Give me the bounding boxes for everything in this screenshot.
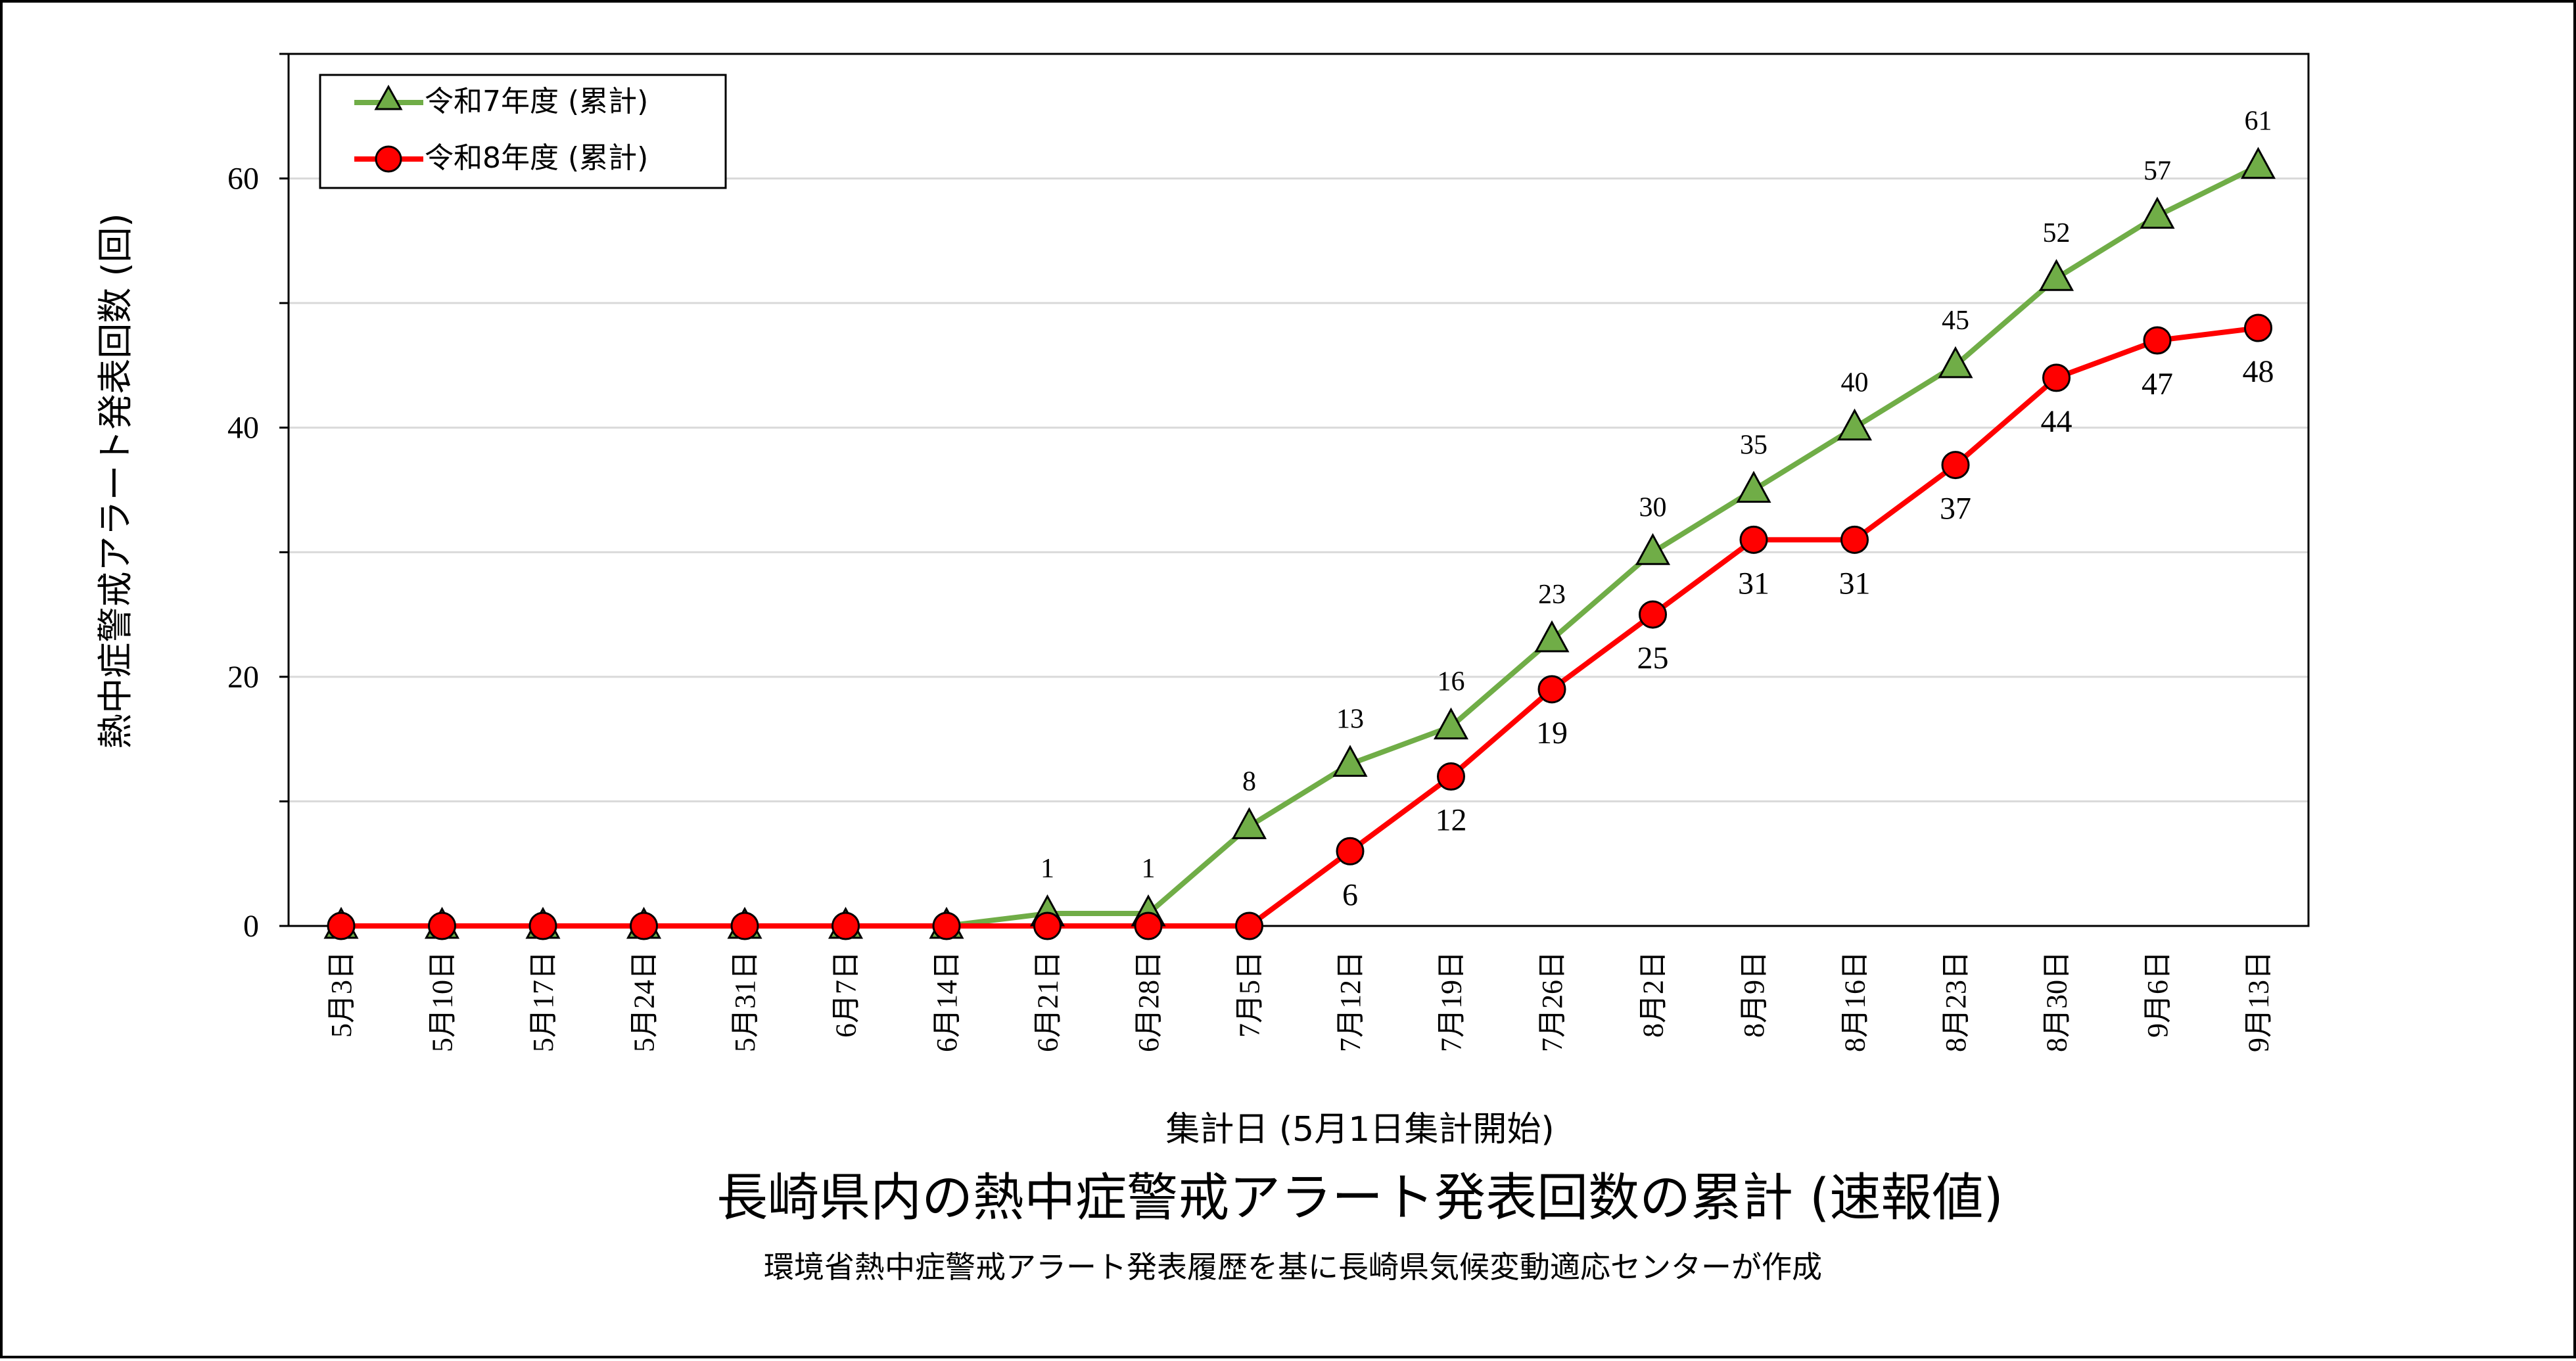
data-label-r8: 47	[2142, 367, 2173, 402]
x-tick-label: 8月2日	[1637, 951, 1670, 1038]
point-r8	[2042, 363, 2071, 392]
point-r7	[2038, 259, 2074, 291]
y-tick-label-40: 40	[227, 411, 259, 446]
y-tick-label-20: 20	[227, 660, 259, 695]
data-label-r7: 1	[1142, 854, 1156, 884]
point-r8	[327, 911, 356, 940]
data-label-r7: 40	[1841, 368, 1869, 398]
x-tick-label: 5月17日	[527, 951, 559, 1052]
point-r8	[1941, 451, 1970, 480]
point-r8	[428, 911, 456, 940]
series-line-r7	[341, 164, 2260, 929]
x-tick-label: 5月10日	[427, 951, 459, 1052]
x-tick-label: 8月23日	[1940, 951, 1972, 1052]
data-label-r7: 1	[1041, 854, 1054, 884]
point-r8	[1537, 675, 1566, 704]
x-tick-label: 5月3日	[325, 951, 358, 1038]
data-label-r8: 12	[1436, 803, 1467, 838]
point-r8	[2244, 313, 2272, 342]
data-label-r7: 8	[1242, 766, 1256, 796]
point-r8	[831, 911, 860, 940]
legend-label-r8: 令和8年度 (累計)	[425, 141, 648, 175]
data-label-r7: 45	[1942, 306, 1969, 336]
x-tick-label: 6月28日	[1133, 951, 1165, 1052]
legend: 令和7年度 (累計) 令和8年度 (累計)	[319, 74, 727, 189]
point-r7	[1635, 533, 1671, 565]
x-tick-label: 6月14日	[931, 951, 963, 1052]
point-r8	[1739, 525, 1768, 554]
point-r8	[528, 911, 557, 940]
point-r8	[1134, 911, 1163, 940]
y-tick-labels: 0 20 40 60	[227, 162, 259, 944]
point-r7	[1332, 745, 1368, 777]
data-label-r7: 30	[1639, 492, 1667, 522]
data-label-r8: 31	[1738, 566, 1769, 601]
data-label-r7: 52	[2043, 218, 2071, 248]
x-tick-labels: 5月3日 5月10日 5月17日 5月24日 5月31日 6月7日 6月14日 6月21日 6月…	[325, 951, 2275, 1052]
x-tick-label: 7月19日	[1436, 951, 1468, 1052]
chart-subtitle: 環境省熱中症警戒アラート発表履歴を基に長崎県気候変動適応センターが作成	[764, 1249, 1822, 1285]
data-label-r8: 6	[1342, 877, 1358, 912]
y-tick-label-60: 60	[227, 162, 259, 196]
x-tick-label: 8月30日	[2041, 951, 2073, 1052]
data-label-r8: 19	[1536, 716, 1568, 750]
y-tick-label-0: 0	[243, 909, 259, 944]
point-r8	[1033, 911, 1062, 940]
point-r8	[730, 911, 759, 940]
point-r8	[1437, 762, 1465, 791]
chart-svg: 0 20 40 60 5月3日 5月10日 5月17日 5月24日 5月31日 6月7日 6月14…	[95, 53, 2310, 1285]
data-label-r8: 37	[1940, 492, 1971, 526]
point-r8	[2143, 326, 2172, 355]
axes	[279, 53, 2310, 927]
point-r8	[932, 911, 961, 940]
x-tick-label: 7月26日	[1536, 951, 1568, 1052]
legend-marker-r7	[374, 84, 403, 110]
point-r8	[630, 911, 658, 940]
x-tick-label: 6月7日	[830, 951, 862, 1038]
x-tick-label: 9月6日	[2142, 951, 2174, 1038]
point-r7	[1534, 620, 1570, 653]
series-layer	[323, 147, 2276, 940]
point-r7	[1433, 707, 1469, 740]
point-r8	[1639, 600, 1667, 629]
data-label-r7: 13	[1336, 704, 1364, 735]
y-axis-label: 熱中症警戒アラート発表回数 (回)	[95, 213, 136, 749]
point-r7	[1231, 807, 1267, 839]
x-tick-label: 7月12日	[1334, 951, 1367, 1052]
data-label-r7: 57	[2143, 156, 2171, 186]
x-tick-label: 8月9日	[1738, 951, 1770, 1038]
plot-area-border	[287, 53, 2310, 927]
legend-label-r7: 令和7年度 (累計)	[425, 85, 648, 118]
series-line-r8	[341, 325, 2259, 929]
data-label-r7: 35	[1740, 430, 1768, 461]
data-label-r7: 23	[1538, 580, 1566, 610]
x-tick-label: 6月21日	[1032, 951, 1064, 1052]
data-label-r8: 25	[1637, 641, 1669, 676]
data-label-r8: 44	[2041, 404, 2073, 439]
legend-marker-r8	[375, 145, 402, 173]
data-label-r8: 48	[2243, 354, 2274, 389]
x-tick-label: 9月13日	[2243, 951, 2275, 1052]
x-tick-label: 5月31日	[729, 951, 761, 1052]
point-r7	[1837, 408, 1873, 441]
data-label-r8: 31	[1839, 566, 1871, 601]
x-tick-label: 8月16日	[1839, 951, 1871, 1052]
point-r7	[1938, 346, 1973, 379]
point-r7	[2140, 196, 2175, 229]
point-r8	[1336, 837, 1365, 865]
data-label-layer: 1 1 8 13 16 23 30 35 40 45 52 57 61 6 12 19 25 31 31 37 44 47…	[1041, 106, 2274, 913]
point-r7	[2240, 147, 2276, 179]
point-r8	[1840, 525, 1869, 554]
data-label-r7: 61	[2245, 106, 2272, 137]
x-axis-label: 集計日 (5月1日集計開始)	[1165, 1110, 1554, 1149]
data-label-r7: 16	[1438, 667, 1465, 697]
x-tick-label: 5月24日	[628, 951, 661, 1052]
x-tick-label: 7月5日	[1234, 951, 1266, 1038]
point-r7	[1736, 471, 1771, 503]
chart-title: 長崎県内の熱中症警戒アラート発表回数の累計 (速報値)	[716, 1168, 2003, 1228]
point-r8	[1235, 911, 1263, 940]
